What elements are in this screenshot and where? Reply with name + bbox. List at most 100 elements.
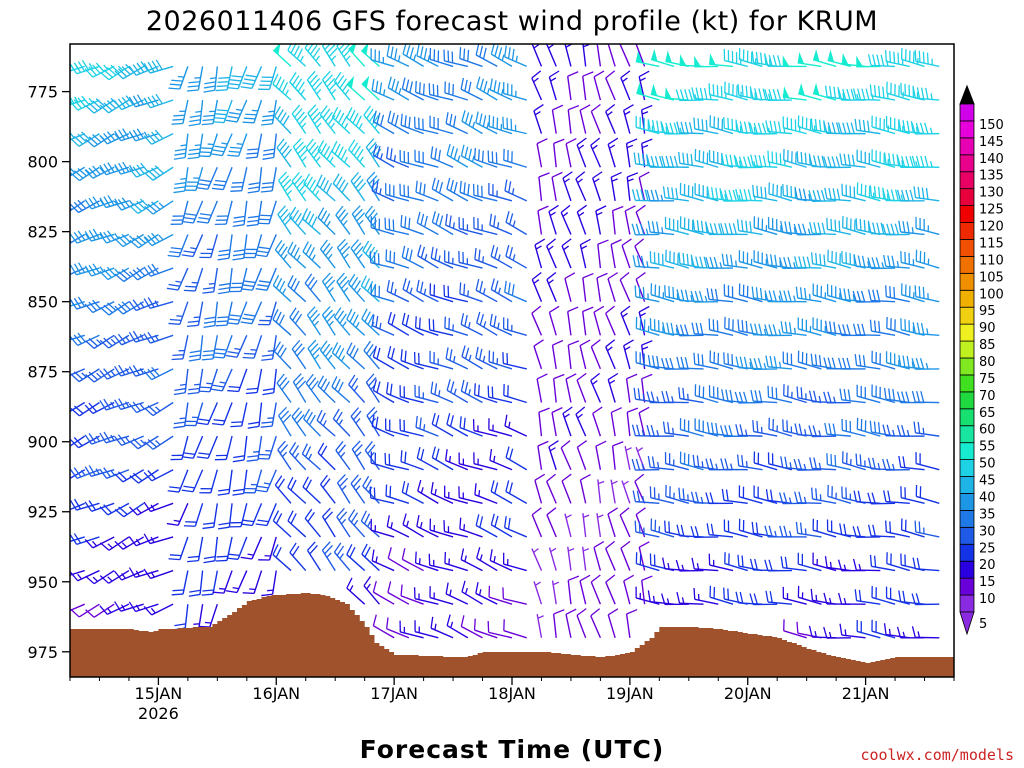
wind-barb <box>706 288 734 303</box>
barb-feather <box>375 80 379 93</box>
wind-barb <box>246 200 263 227</box>
barb-feather <box>172 118 184 121</box>
wind-barb <box>793 223 822 236</box>
barb-feather <box>144 206 154 215</box>
barb-half-feather <box>511 188 515 195</box>
barb-feather <box>189 589 201 593</box>
colorbar-cell <box>959 526 975 545</box>
barb-feather <box>676 121 681 133</box>
barb-feather <box>821 155 826 167</box>
barb-half-feather <box>552 581 560 586</box>
wind-barb <box>752 184 778 202</box>
wind-barb <box>898 590 925 605</box>
wind-barb <box>335 441 351 471</box>
wind-barb <box>900 47 925 68</box>
barb-feather <box>662 557 666 569</box>
barb-feather <box>651 120 656 132</box>
barb-feather <box>920 155 925 168</box>
barb-feather <box>819 253 822 266</box>
barb-feather <box>70 571 79 582</box>
barb-feather <box>70 373 80 383</box>
barb-feather <box>368 410 378 420</box>
barb-feather <box>187 320 200 323</box>
barb-feather <box>262 152 275 156</box>
wind-barb <box>332 408 351 437</box>
barb-feather <box>564 272 576 280</box>
barb-feather <box>228 83 240 86</box>
barb-feather <box>183 216 196 220</box>
wind-barb <box>593 541 605 571</box>
wind-barb <box>590 574 602 605</box>
barb-feather <box>737 319 740 331</box>
barb-feather <box>675 324 681 336</box>
barb-feather <box>901 156 906 168</box>
barb-half-feather <box>583 514 590 518</box>
barb-feather <box>858 354 862 367</box>
barb-feather <box>654 156 660 168</box>
wind-barb <box>171 570 189 596</box>
wind-barb <box>332 173 351 202</box>
barb-feather <box>641 153 645 166</box>
wind-barb <box>319 340 336 370</box>
barb-half-feather <box>281 451 288 458</box>
wind-barb <box>885 586 910 605</box>
barb-feather <box>431 412 436 425</box>
barb-half-feather <box>356 451 362 457</box>
barb-feather <box>692 454 696 467</box>
barb-feather <box>775 152 778 164</box>
barb-feather <box>453 148 459 160</box>
barb-feather <box>334 378 341 390</box>
barb-feather <box>898 455 902 468</box>
barb-half-feather <box>125 367 130 374</box>
wind-barb <box>360 275 380 303</box>
barb-feather <box>463 48 466 60</box>
wind-barb <box>607 608 619 638</box>
wind-barb <box>128 61 159 76</box>
barb-feather <box>337 381 344 393</box>
barb-feather <box>361 543 368 555</box>
wind-barb <box>621 480 631 504</box>
barb-feather <box>477 149 480 161</box>
wind-barb <box>582 71 594 101</box>
wind-barb <box>399 385 424 404</box>
wind-barb <box>505 211 528 236</box>
barb-half-feather <box>106 607 112 613</box>
wind-barb <box>708 553 734 572</box>
barb-half-feather <box>209 77 217 80</box>
wind-barb <box>871 384 896 404</box>
barb-feather <box>350 377 359 389</box>
barb-half-feather <box>339 553 344 560</box>
barb-feather <box>338 44 346 51</box>
wind-barb <box>607 44 616 67</box>
barb-feather <box>799 287 803 299</box>
barb-feather <box>210 153 223 157</box>
barb-feather <box>664 285 666 297</box>
barb-half-feather <box>582 548 590 552</box>
barb-staff <box>346 83 366 101</box>
barb-feather <box>901 424 906 437</box>
barb-feather <box>911 122 916 135</box>
wind-barb <box>371 414 395 437</box>
barb-feather <box>778 492 784 504</box>
wind-barb <box>502 552 527 572</box>
barb-staff <box>638 177 646 202</box>
wind-barb <box>548 547 557 571</box>
barb-feather <box>218 522 230 526</box>
barb-feather <box>892 153 895 166</box>
barb-feather <box>449 349 453 361</box>
barb-half-feather <box>533 279 540 284</box>
barb-feather <box>656 120 660 133</box>
wind-barb <box>867 289 896 303</box>
barb-feather <box>257 519 269 523</box>
barb-feather <box>623 574 634 582</box>
barb-feather <box>464 315 468 327</box>
barb-feather <box>546 473 556 482</box>
wind-barb <box>446 379 469 404</box>
wind-barb <box>780 321 807 336</box>
barb-feather <box>240 523 253 527</box>
wind-barb <box>552 138 565 168</box>
wind-barb <box>430 482 454 504</box>
wind-barb <box>867 222 896 236</box>
barb-feather <box>901 391 906 403</box>
barb-half-feather <box>344 89 350 95</box>
